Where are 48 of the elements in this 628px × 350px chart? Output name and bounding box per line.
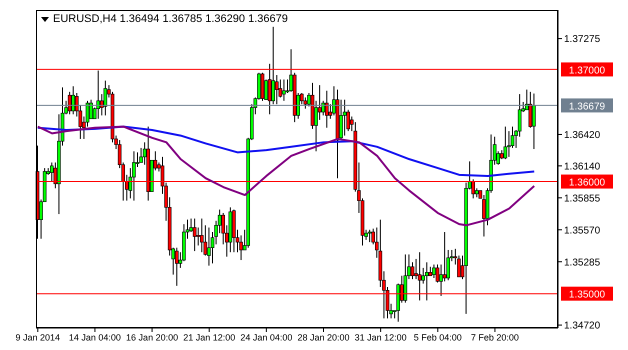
x-tick-label: 28 Jan 20:00 <box>297 332 350 342</box>
y-tick-label: 1.35855 <box>564 193 601 204</box>
candlestick <box>89 99 93 120</box>
ref-line-label: 1.36679 <box>568 101 606 112</box>
x-tick-label: 24 Jan 04:00 <box>240 332 292 342</box>
candlestick <box>424 262 429 301</box>
candlestick <box>132 150 136 202</box>
x-tick-label: 16 Jan 20:00 <box>126 332 178 342</box>
candlestick <box>68 91 72 115</box>
candlestick <box>507 130 511 158</box>
x-tick-label: 9 Jan 2014 <box>16 332 60 342</box>
candlestick <box>410 262 414 280</box>
candlestick <box>532 93 536 150</box>
chart-title: EURUSD,H4 1.36494 1.36785 1.36290 1.36679 <box>53 13 288 25</box>
y-tick-label: 1.35570 <box>564 225 601 236</box>
candlestick <box>271 26 276 105</box>
candlestick <box>432 264 436 278</box>
candlestick <box>196 227 200 246</box>
candlestick <box>192 218 196 252</box>
candlestick <box>104 80 108 116</box>
candlestick <box>442 232 446 282</box>
y-tick-label: 1.36140 <box>564 161 601 172</box>
x-tick-label: 7 Feb 20:00 <box>470 332 519 342</box>
ref-line-label: 1.35000 <box>568 290 606 301</box>
candlestick <box>282 79 286 102</box>
x-tick-label: 21 Jan 12:00 <box>183 332 236 342</box>
line-series <box>36 126 536 177</box>
y-tick-label: 1.37275 <box>564 34 601 46</box>
candlestick <box>200 218 204 253</box>
line-series <box>36 126 536 226</box>
candlestick <box>368 229 372 243</box>
candlestick <box>174 247 179 286</box>
candlestick <box>207 227 211 266</box>
x-tick-label: 14 Jan 04:00 <box>68 332 121 342</box>
candlestick <box>339 99 343 140</box>
ref-line-label: 1.37000 <box>568 65 606 76</box>
candlestick <box>504 126 508 160</box>
candlestick <box>71 86 76 115</box>
candlestick <box>324 90 329 128</box>
candlestick <box>304 96 308 110</box>
ref-line-label: 1.36000 <box>568 178 606 189</box>
candlestick <box>274 74 279 105</box>
y-tick-label: 1.35285 <box>564 257 601 268</box>
y-tick-label: 1.36420 <box>564 130 601 142</box>
x-tick-label: 31 Jan 12:00 <box>354 332 407 342</box>
candlestick <box>342 99 346 136</box>
x-tick-label: 5 Feb 04:00 <box>414 332 462 342</box>
y-tick-label: 1.34720 <box>564 320 601 332</box>
